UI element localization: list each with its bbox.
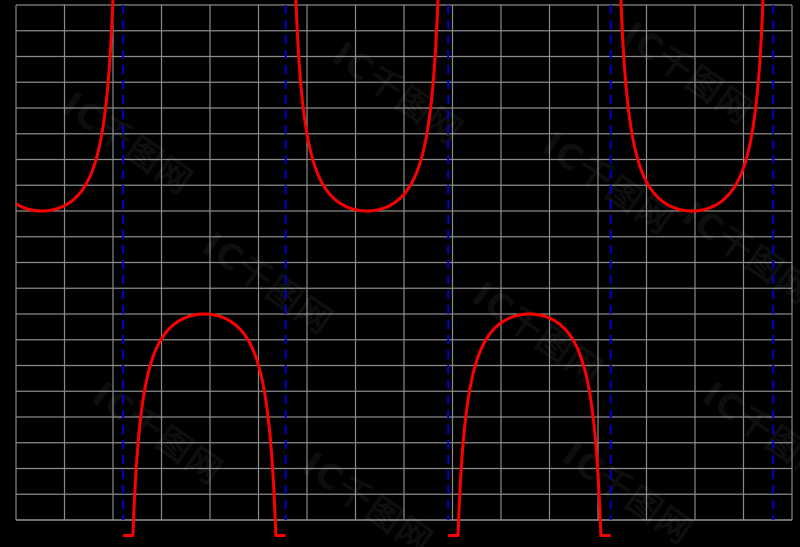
gridlines (15, 4, 793, 521)
secant-branch (14, 0, 115, 213)
secant-curves (14, 0, 765, 537)
asymptotes (122, 5, 775, 520)
secant-branch (447, 312, 612, 537)
secant-branch (121, 312, 287, 537)
secant-branch (294, 0, 440, 213)
secant-branch (619, 0, 765, 213)
